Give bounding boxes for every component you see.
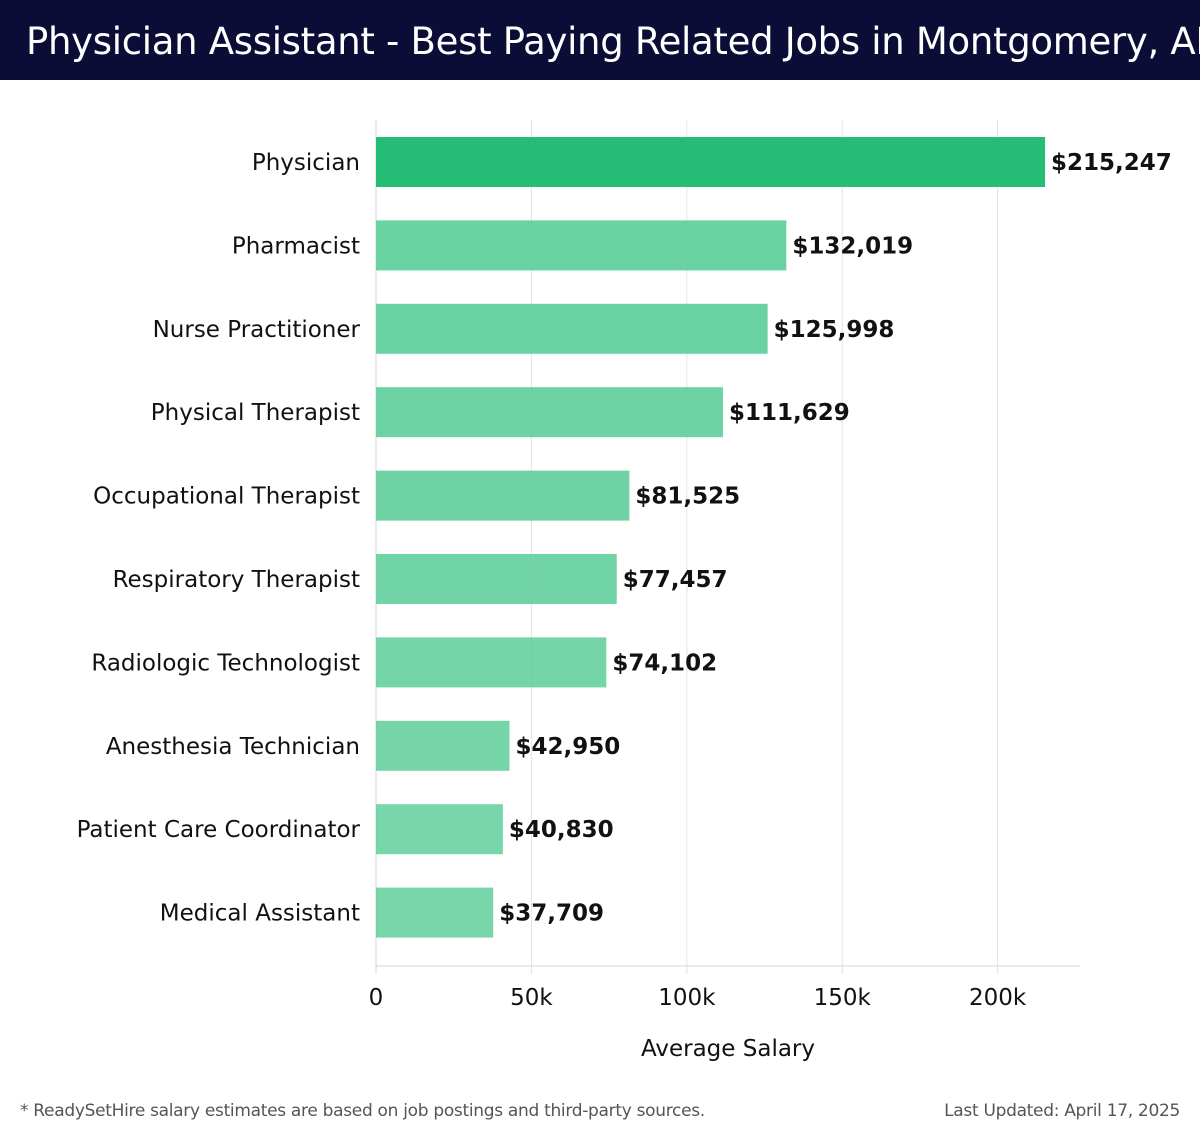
x-tick-label: 0 [369,985,384,1011]
value-label: $74,102 [612,650,717,676]
chart-title: Physician Assistant - Best Paying Relate… [26,20,1200,63]
bar-8 [376,804,503,855]
category-label: Occupational Therapist [93,484,360,510]
value-label: $125,998 [774,317,895,343]
footer-updated: Last Updated: April 17, 2025 [944,1101,1180,1121]
value-label: $77,457 [623,567,728,593]
x-tick-label: 200k [969,985,1027,1011]
x-tick-label: 50k [510,985,553,1011]
category-label: Medical Assistant [160,901,360,927]
category-label: Physical Therapist [151,400,360,426]
category-label: Nurse Practitioner [153,317,361,343]
value-label: $37,709 [499,901,604,927]
bar-1 [376,220,787,271]
category-label: Patient Care Coordinator [77,817,361,843]
footer-note: * ReadySetHire salary estimates are base… [20,1101,705,1121]
value-label: $42,950 [515,734,620,760]
x-tick-label: 150k [814,985,872,1011]
x-tick-label: 100k [658,985,716,1011]
value-label: $81,525 [635,484,740,510]
bar-2 [376,303,768,354]
bar-9 [376,887,494,938]
bar-5 [376,554,617,604]
value-label: $215,247 [1051,150,1172,176]
category-label: Pharmacist [232,233,360,259]
category-label: Physician [252,150,360,176]
title-bar: Physician Assistant - Best Paying Relate… [0,0,1200,80]
salary-bar-chart: Physician $215,247 Pharmacist $132,019 Nurse… [77,120,1172,1062]
bar-7 [376,720,510,771]
x-axis-title: Average Salary [641,1036,815,1062]
category-label: Respiratory Therapist [113,567,360,593]
category-label: Radiologic Technologist [91,650,360,676]
bar-6 [376,637,607,688]
value-label: $40,830 [509,817,614,843]
bar-0 [376,137,1046,187]
value-label: $132,019 [792,233,913,259]
bar-3 [376,387,723,438]
bar-4 [376,470,630,521]
category-label: Anesthesia Technician [106,734,360,760]
value-label: $111,629 [729,400,850,426]
